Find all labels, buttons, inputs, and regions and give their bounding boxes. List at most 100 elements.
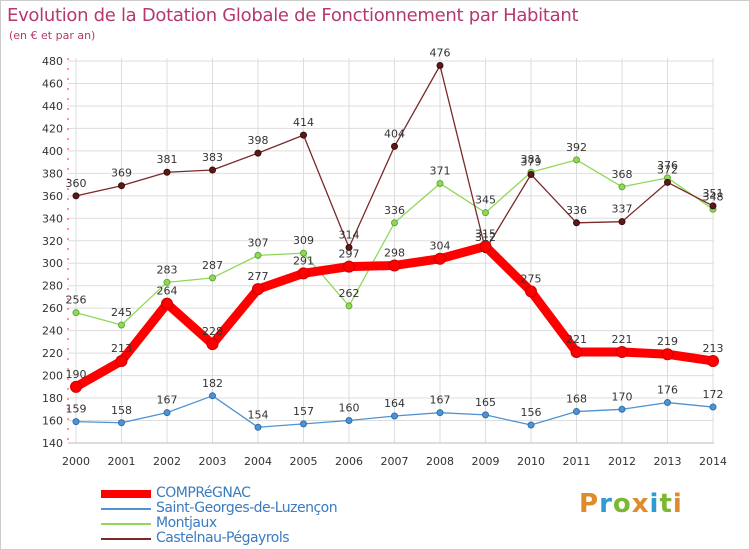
data-point-saint-georges[interactable] — [664, 399, 671, 407]
legend-item-saint-georges[interactable]: Saint-Georges-de-Luzençon — [101, 500, 431, 516]
y-tick-label: 240 — [42, 325, 63, 338]
data-label-comp: 277 — [248, 270, 269, 283]
data-point-comp[interactable] — [388, 259, 401, 272]
data-point-comp[interactable] — [616, 345, 628, 358]
data-point-montjaux[interactable] — [300, 249, 307, 257]
y-tick-label: 200 — [42, 370, 63, 383]
data-label-comp: 228 — [202, 325, 223, 338]
data-point-comp[interactable] — [479, 240, 492, 253]
x-tick-label: 2006 — [335, 455, 363, 468]
data-label-saint-georges: 156 — [521, 406, 542, 419]
x-tick-label: 2007 — [381, 455, 409, 468]
data-point-saint-georges[interactable] — [118, 419, 125, 427]
data-point-comp[interactable] — [434, 252, 446, 265]
data-point-castelnau[interactable] — [664, 178, 671, 186]
data-point-castelnau[interactable] — [72, 192, 80, 200]
data-point-saint-georges[interactable] — [163, 409, 171, 417]
data-point-comp[interactable] — [161, 297, 173, 310]
axes: 1401601802002202402602803003203403603804… — [42, 55, 727, 468]
data-point-castelnau[interactable] — [436, 61, 444, 69]
data-point-comp[interactable] — [525, 285, 537, 298]
data-point-castelnau[interactable] — [163, 168, 171, 176]
x-tick-label: 2013 — [654, 455, 682, 468]
data-label-montjaux: 371 — [430, 164, 451, 177]
data-point-castelnau[interactable] — [618, 218, 626, 226]
data-point-comp[interactable] — [70, 380, 82, 393]
y-tick-label: 260 — [42, 302, 63, 315]
data-point-saint-georges[interactable] — [709, 403, 717, 411]
legend-item-montjaux[interactable]: Montjaux — [101, 515, 431, 531]
data-label-montjaux: 262 — [339, 287, 360, 300]
plot-area — [68, 58, 714, 443]
data-point-comp[interactable] — [343, 260, 355, 273]
chart-title: Evolution de la Dotation Globale de Fonc… — [7, 5, 579, 26]
data-point-castelnau[interactable] — [709, 202, 717, 210]
data-label-saint-georges: 160 — [339, 402, 360, 415]
data-point-saint-georges[interactable] — [72, 418, 80, 426]
series-group — [70, 61, 719, 431]
data-point-castelnau[interactable] — [300, 131, 307, 139]
data-point-saint-georges[interactable] — [300, 420, 307, 428]
data-point-montjaux[interactable] — [254, 251, 262, 259]
data-point-montjaux[interactable] — [482, 209, 489, 217]
data-label-castelnau: 312 — [475, 231, 496, 244]
y-tick-label: 180 — [42, 392, 63, 405]
data-point-comp[interactable] — [115, 354, 128, 367]
data-point-saint-georges[interactable] — [482, 411, 489, 419]
legend-swatch-saint-georges — [101, 508, 151, 510]
data-label-comp: 264 — [157, 285, 178, 298]
data-point-saint-georges[interactable] — [209, 392, 216, 400]
data-label-montjaux: 348 — [703, 190, 724, 203]
data-label-montjaux: 336 — [384, 204, 405, 217]
data-label-montjaux: 287 — [202, 259, 223, 272]
data-point-castelnau[interactable] — [527, 170, 535, 178]
data-point-saint-georges[interactable] — [618, 405, 626, 413]
data-point-saint-georges[interactable] — [573, 408, 580, 416]
data-point-comp[interactable] — [570, 345, 583, 358]
data-point-comp[interactable] — [661, 348, 674, 361]
data-label-montjaux: 307 — [248, 236, 269, 249]
data-point-saint-georges[interactable] — [527, 421, 535, 429]
data-point-saint-georges[interactable] — [436, 409, 444, 417]
data-point-comp[interactable] — [707, 354, 719, 367]
data-label-saint-georges: 172 — [703, 388, 724, 401]
legend-item-castelnau[interactable]: Castelnau-Pégayrols — [101, 530, 431, 546]
data-point-castelnau[interactable] — [118, 182, 125, 190]
data-point-saint-georges[interactable] — [345, 417, 353, 425]
data-point-montjaux[interactable] — [72, 309, 80, 317]
data-point-castelnau[interactable] — [254, 149, 262, 157]
data-point-montjaux[interactable] — [118, 321, 125, 329]
legend-item-comp[interactable]: COMPRéGNAC — [101, 485, 431, 501]
data-point-castelnau[interactable] — [209, 166, 216, 174]
y-tick-label: 380 — [42, 167, 63, 180]
data-label-comp: 304 — [430, 240, 451, 253]
data-point-comp[interactable] — [252, 283, 264, 296]
data-label-castelnau: 314 — [339, 229, 360, 242]
data-point-castelnau[interactable] — [391, 142, 398, 150]
data-label-comp: 291 — [293, 254, 314, 267]
data-point-saint-georges[interactable] — [254, 423, 262, 431]
y-tick-label: 400 — [42, 145, 63, 158]
data-point-castelnau[interactable] — [573, 219, 580, 227]
data-point-montjaux[interactable] — [618, 183, 626, 191]
data-point-montjaux[interactable] — [573, 156, 580, 164]
data-point-saint-georges[interactable] — [391, 412, 398, 420]
data-point-montjaux[interactable] — [436, 179, 444, 187]
data-point-montjaux[interactable] — [345, 302, 353, 310]
data-label-saint-georges: 176 — [657, 384, 678, 397]
data-label-saint-georges: 159 — [66, 403, 87, 416]
data-point-montjaux[interactable] — [163, 278, 171, 286]
data-point-comp[interactable] — [297, 267, 310, 280]
logo-letter: x — [631, 489, 650, 519]
data-label-montjaux: 245 — [111, 306, 132, 319]
data-point-montjaux[interactable] — [391, 219, 398, 227]
data-label-comp: 213 — [111, 342, 132, 355]
data-point-montjaux[interactable] — [209, 274, 216, 282]
y-tick-label: 440 — [42, 100, 63, 113]
data-label-saint-georges: 158 — [111, 404, 132, 417]
data-point-castelnau[interactable] — [345, 244, 353, 252]
data-point-comp[interactable] — [206, 338, 219, 351]
y-tick-label: 340 — [42, 212, 63, 225]
legend-swatch-comp — [101, 490, 151, 498]
